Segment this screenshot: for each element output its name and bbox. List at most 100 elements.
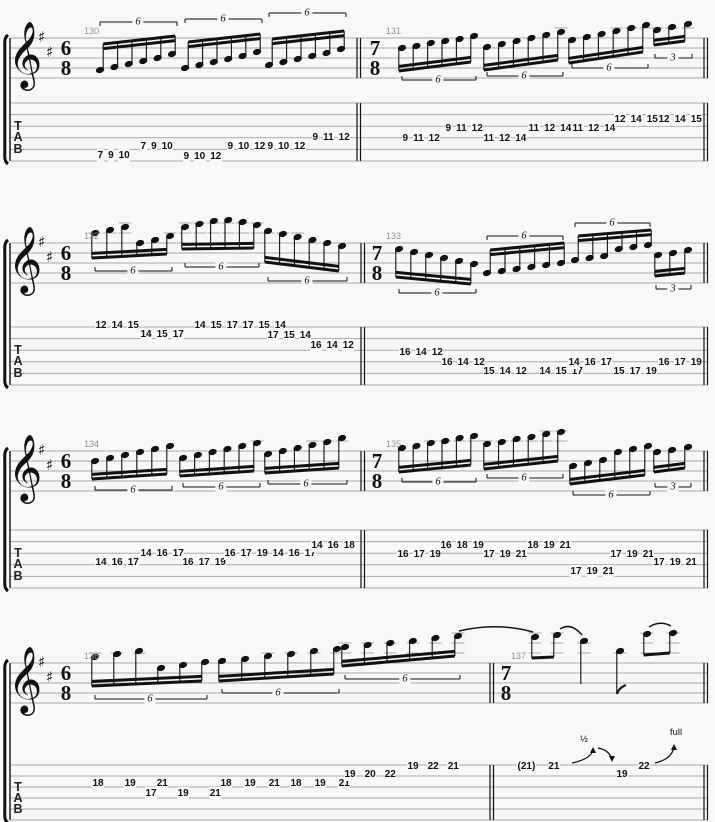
tab-fret-number[interactable]: 19 — [429, 547, 442, 561]
tab-fret-number[interactable]: 16 — [440, 538, 453, 552]
tab-fret-number[interactable]: 19 — [472, 538, 485, 552]
tab-fret-number[interactable]: 14 — [630, 112, 643, 126]
tab-fret-number[interactable]: 16 — [111, 555, 124, 569]
tab-fret-number[interactable]: 15 — [483, 364, 496, 378]
tab-fret-number[interactable]: 12 — [293, 139, 306, 153]
tab-fret-number[interactable]: 21 — [685, 555, 698, 569]
tab-fret-number[interactable]: 15 — [646, 112, 659, 126]
tab-fret-group[interactable]: 9 11 12 — [402, 131, 441, 145]
tab-fret-number[interactable]: 15 — [613, 364, 626, 378]
tab-fret-number[interactable]: 17 — [198, 555, 211, 569]
tab-fret-group[interactable]: 12 14 15 — [614, 112, 659, 126]
tab-fret-number[interactable]: 20 — [364, 767, 377, 781]
tab-fret-number[interactable]: 12 — [253, 139, 266, 153]
tab-fret-number[interactable]: 21 — [209, 786, 222, 800]
tab-fret-number[interactable]: 10 — [193, 149, 206, 163]
tab-fret-number[interactable]: 15 — [210, 318, 223, 332]
tab-fret-number[interactable]: 19 — [690, 355, 703, 369]
tab-fret-number[interactable]: 11 — [483, 131, 495, 145]
tab-fret-group[interactable]: 16 18 19 — [440, 538, 485, 552]
note-group[interactable] — [652, 443, 693, 488]
tab-fret-number[interactable]: 19 — [407, 759, 420, 773]
tab-fret-group[interactable]: 17 19 21 — [483, 547, 528, 561]
tab-fret-number[interactable]: 9 — [183, 149, 190, 163]
tab-fret-number[interactable]: 17 — [226, 318, 239, 332]
tab-fret-group[interactable]: 18 19 21 — [290, 776, 351, 790]
tab-fret-number[interactable]: 9 — [312, 130, 319, 144]
tab-fret-group[interactable]: 16 14 12 — [441, 355, 486, 369]
tab-fret-number[interactable]: 17 — [610, 547, 623, 561]
tab-fret-number[interactable]: 16 — [327, 538, 340, 552]
tab-fret-group[interactable]: 19 22 21 — [407, 759, 460, 773]
tab-fret-number[interactable]: 10 — [237, 139, 250, 153]
tab-fret-number[interactable]: 9 — [445, 121, 452, 135]
note-group[interactable] — [613, 647, 627, 695]
tab-fret-number[interactable]: 16 — [310, 338, 323, 352]
tab-fret-group[interactable]: 17 19 21 — [570, 564, 615, 578]
tab-fret-number[interactable]: 12 — [209, 149, 222, 163]
tab-fret-number[interactable]: 16 — [224, 546, 237, 560]
tab-fret-number[interactable]: 9 — [107, 148, 115, 162]
tab-fret-group[interactable]: 16 17 19 — [397, 547, 442, 561]
tab-fret-group[interactable]: 9 11 12 — [312, 130, 351, 144]
tab-fret-group[interactable]: 12 14 15 — [658, 112, 703, 126]
tab-fret-number[interactable]: 11 — [455, 121, 468, 135]
tab-fret-group[interactable]: 17 15 14 — [242, 318, 287, 332]
tab-fret-group[interactable]: 15 17 19 — [613, 364, 658, 378]
tab-fret-number[interactable]: 19 — [586, 564, 599, 578]
tab-fret-group[interactable]: 12 14 15 — [95, 318, 140, 332]
tab-fret-number[interactable]: 11 — [572, 121, 584, 135]
tab-fret-number[interactable]: 14 — [140, 546, 153, 560]
note-group[interactable] — [338, 632, 465, 680]
tab-fret-number[interactable]: 22 — [427, 759, 440, 773]
tab-fret-number[interactable]: 11 — [322, 130, 335, 144]
tab-fret-group[interactable]: 18 19 21 — [220, 776, 281, 790]
tab-fret-number[interactable]: 21 — [515, 547, 528, 561]
tab-fret-number[interactable]: 22 — [638, 759, 651, 773]
note-group[interactable] — [397, 432, 481, 483]
tab-fret-number[interactable]: 17 — [629, 364, 642, 378]
tab-fret-number[interactable]: 21 — [156, 776, 169, 790]
tab-fret-number[interactable]: 14 — [111, 318, 124, 332]
tab-fret-group[interactable]: 16 17 19 — [658, 355, 703, 369]
tab-fret-group[interactable]: 14 16 17 — [568, 355, 613, 369]
tab-fret-number[interactable]: 17 — [127, 555, 140, 569]
tab-fret-number[interactable]: 12 — [431, 345, 444, 359]
tab-fret-number[interactable]: 17 — [172, 546, 185, 560]
tab-fret-group[interactable]: 19 20 22 — [344, 767, 397, 781]
note-group[interactable] — [217, 645, 344, 694]
tab-fret-number[interactable]: 17 — [674, 355, 687, 369]
tab-fret-number[interactable]: 14 — [299, 328, 312, 342]
tab-fret-number[interactable]: 14 — [274, 318, 287, 332]
tab-fret-group[interactable]: 19 — [616, 767, 629, 781]
tab-fret-group[interactable]: 11 12 14 — [528, 121, 572, 135]
tab-fret-number[interactable]: 18 — [290, 776, 303, 790]
tab-fret-number[interactable]: 17 — [240, 546, 253, 560]
tab-fret-number[interactable]: 17 — [600, 355, 613, 369]
note-group[interactable] — [180, 18, 263, 72]
note-group[interactable] — [653, 246, 693, 290]
note-group[interactable] — [95, 21, 178, 74]
note-group[interactable] — [568, 442, 653, 496]
tab-fret-number[interactable]: 10 — [118, 148, 131, 162]
tab-fret-group[interactable]: 14 16 17 — [272, 546, 317, 560]
tab-fret-number[interactable]: 15 — [690, 112, 703, 126]
tab-fret-number[interactable]: 11 — [412, 131, 425, 145]
tab-fret-number[interactable]: 15 — [283, 328, 296, 342]
tab-fret-number[interactable]: 16 — [399, 345, 412, 359]
tab-fret-number[interactable]: 15 — [258, 318, 271, 332]
tab-fret-group[interactable]: 9 10 12 — [227, 139, 266, 153]
note-group[interactable] — [178, 439, 264, 488]
tab-fret-group[interactable]: 14 15 17 — [140, 327, 185, 341]
tab-fret-group[interactable]: (21) 21 — [517, 759, 560, 773]
tab-fret-number[interactable]: 9 — [227, 139, 234, 153]
tab-fret-number[interactable]: 9 — [402, 131, 409, 145]
tab-fret-number[interactable]: 19 — [543, 538, 556, 552]
tab-fret-number[interactable]: 17 — [413, 547, 426, 561]
tab-fret-group[interactable]: 7 9 10 — [140, 139, 174, 153]
tab-fret-number[interactable]: 12 — [95, 318, 108, 332]
tab-fret-number[interactable]: (21) — [517, 759, 536, 773]
note-group[interactable] — [88, 222, 177, 272]
note-group[interactable] — [264, 12, 347, 69]
tab-fret-number[interactable]: 14 — [514, 131, 527, 145]
